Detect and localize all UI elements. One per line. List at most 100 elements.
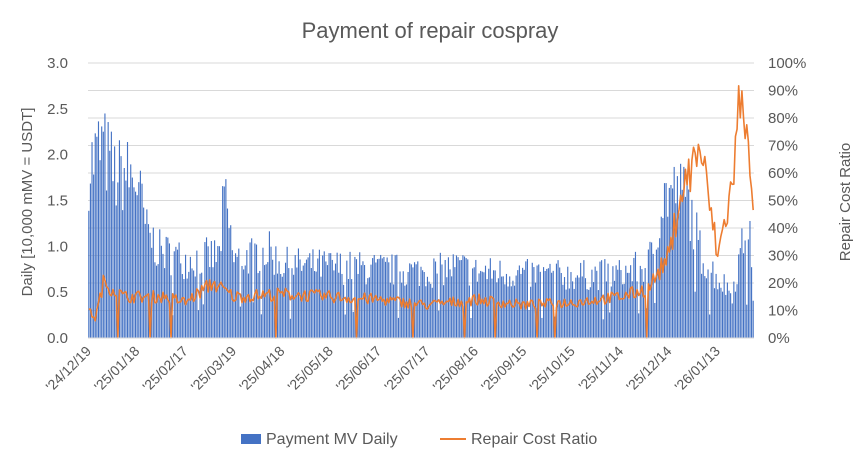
bar [312,249,314,338]
bar [433,258,435,338]
bar [289,318,291,338]
bar [620,270,622,338]
y-tick-label: 2.0 [47,147,68,164]
bar [397,317,399,338]
bar [157,264,159,338]
bar [742,253,745,338]
bar [384,261,387,338]
bar [249,242,251,338]
bar [265,264,267,338]
bar [702,263,704,338]
bar [114,146,116,338]
bar [196,250,198,338]
x-tick-label: '25/02/17 [139,343,191,395]
bar [704,276,706,338]
bar [480,270,482,338]
bar [214,240,216,338]
bar [386,257,388,338]
bar [152,227,154,338]
bar [317,258,319,338]
bar [505,273,508,338]
bar [151,247,153,338]
bar [684,196,687,338]
bar [713,288,716,338]
bar [360,265,362,338]
bar [231,250,233,338]
bar [641,269,643,338]
bar [186,278,188,338]
bar [610,286,612,338]
bar [517,270,519,338]
bar [622,284,624,338]
bar [509,276,511,338]
bar [589,287,591,338]
bar [697,239,699,338]
bar [347,279,349,338]
bar [144,223,146,338]
bar [136,195,138,338]
bar [247,273,250,338]
bar [126,142,129,338]
bar [143,207,145,338]
y-tick-label: 1.0 [47,238,68,255]
bar [613,280,616,338]
legend-label-line: Repair Cost Ratio [471,431,597,448]
bar [130,164,132,338]
bar [434,261,437,338]
bar [602,319,604,338]
bar [615,265,617,338]
bar [102,131,104,338]
bar [147,224,150,338]
bar [363,265,366,338]
bar [236,256,238,338]
bar [404,285,406,338]
bar [230,225,232,338]
x-tick-label: '25/03/19 [188,343,240,395]
bar [165,236,167,338]
bar [405,284,408,338]
bar [296,267,298,338]
bar [660,216,662,338]
bar [562,284,564,338]
bar [570,272,572,338]
bar [567,266,569,338]
bar [628,272,630,338]
bar [446,277,448,338]
bar [402,271,404,338]
x-tick-label: '25/01/18 [91,343,143,395]
bar [254,243,256,338]
bar [465,258,467,338]
bar [212,267,214,338]
bar [438,310,440,338]
y2-tick-label: 40% [768,220,798,237]
x-tick-label: '25/09/15 [478,343,530,395]
bar [168,243,171,338]
bar [730,293,732,338]
y-axis-left: 0.0 0.5 1.0 1.5 2.0 2.5 3.0 [47,55,68,347]
bar [291,268,293,338]
bar [563,277,566,338]
y-tick-label: 2.5 [47,101,68,118]
bar [251,238,253,338]
bar [139,170,141,338]
bar [718,282,720,338]
bar [280,273,282,338]
bar [194,276,196,338]
bar [302,265,304,338]
bar [578,277,580,338]
bar [612,266,614,338]
bar [172,315,174,338]
bar [215,262,217,338]
bar [721,291,724,338]
bar [278,261,280,338]
bar [688,189,690,338]
bar [510,286,512,338]
bar [176,249,179,338]
bar [678,212,680,338]
bar [443,285,445,338]
bar [539,271,541,338]
bar [341,273,343,338]
bar [217,246,219,338]
bar [375,262,377,338]
